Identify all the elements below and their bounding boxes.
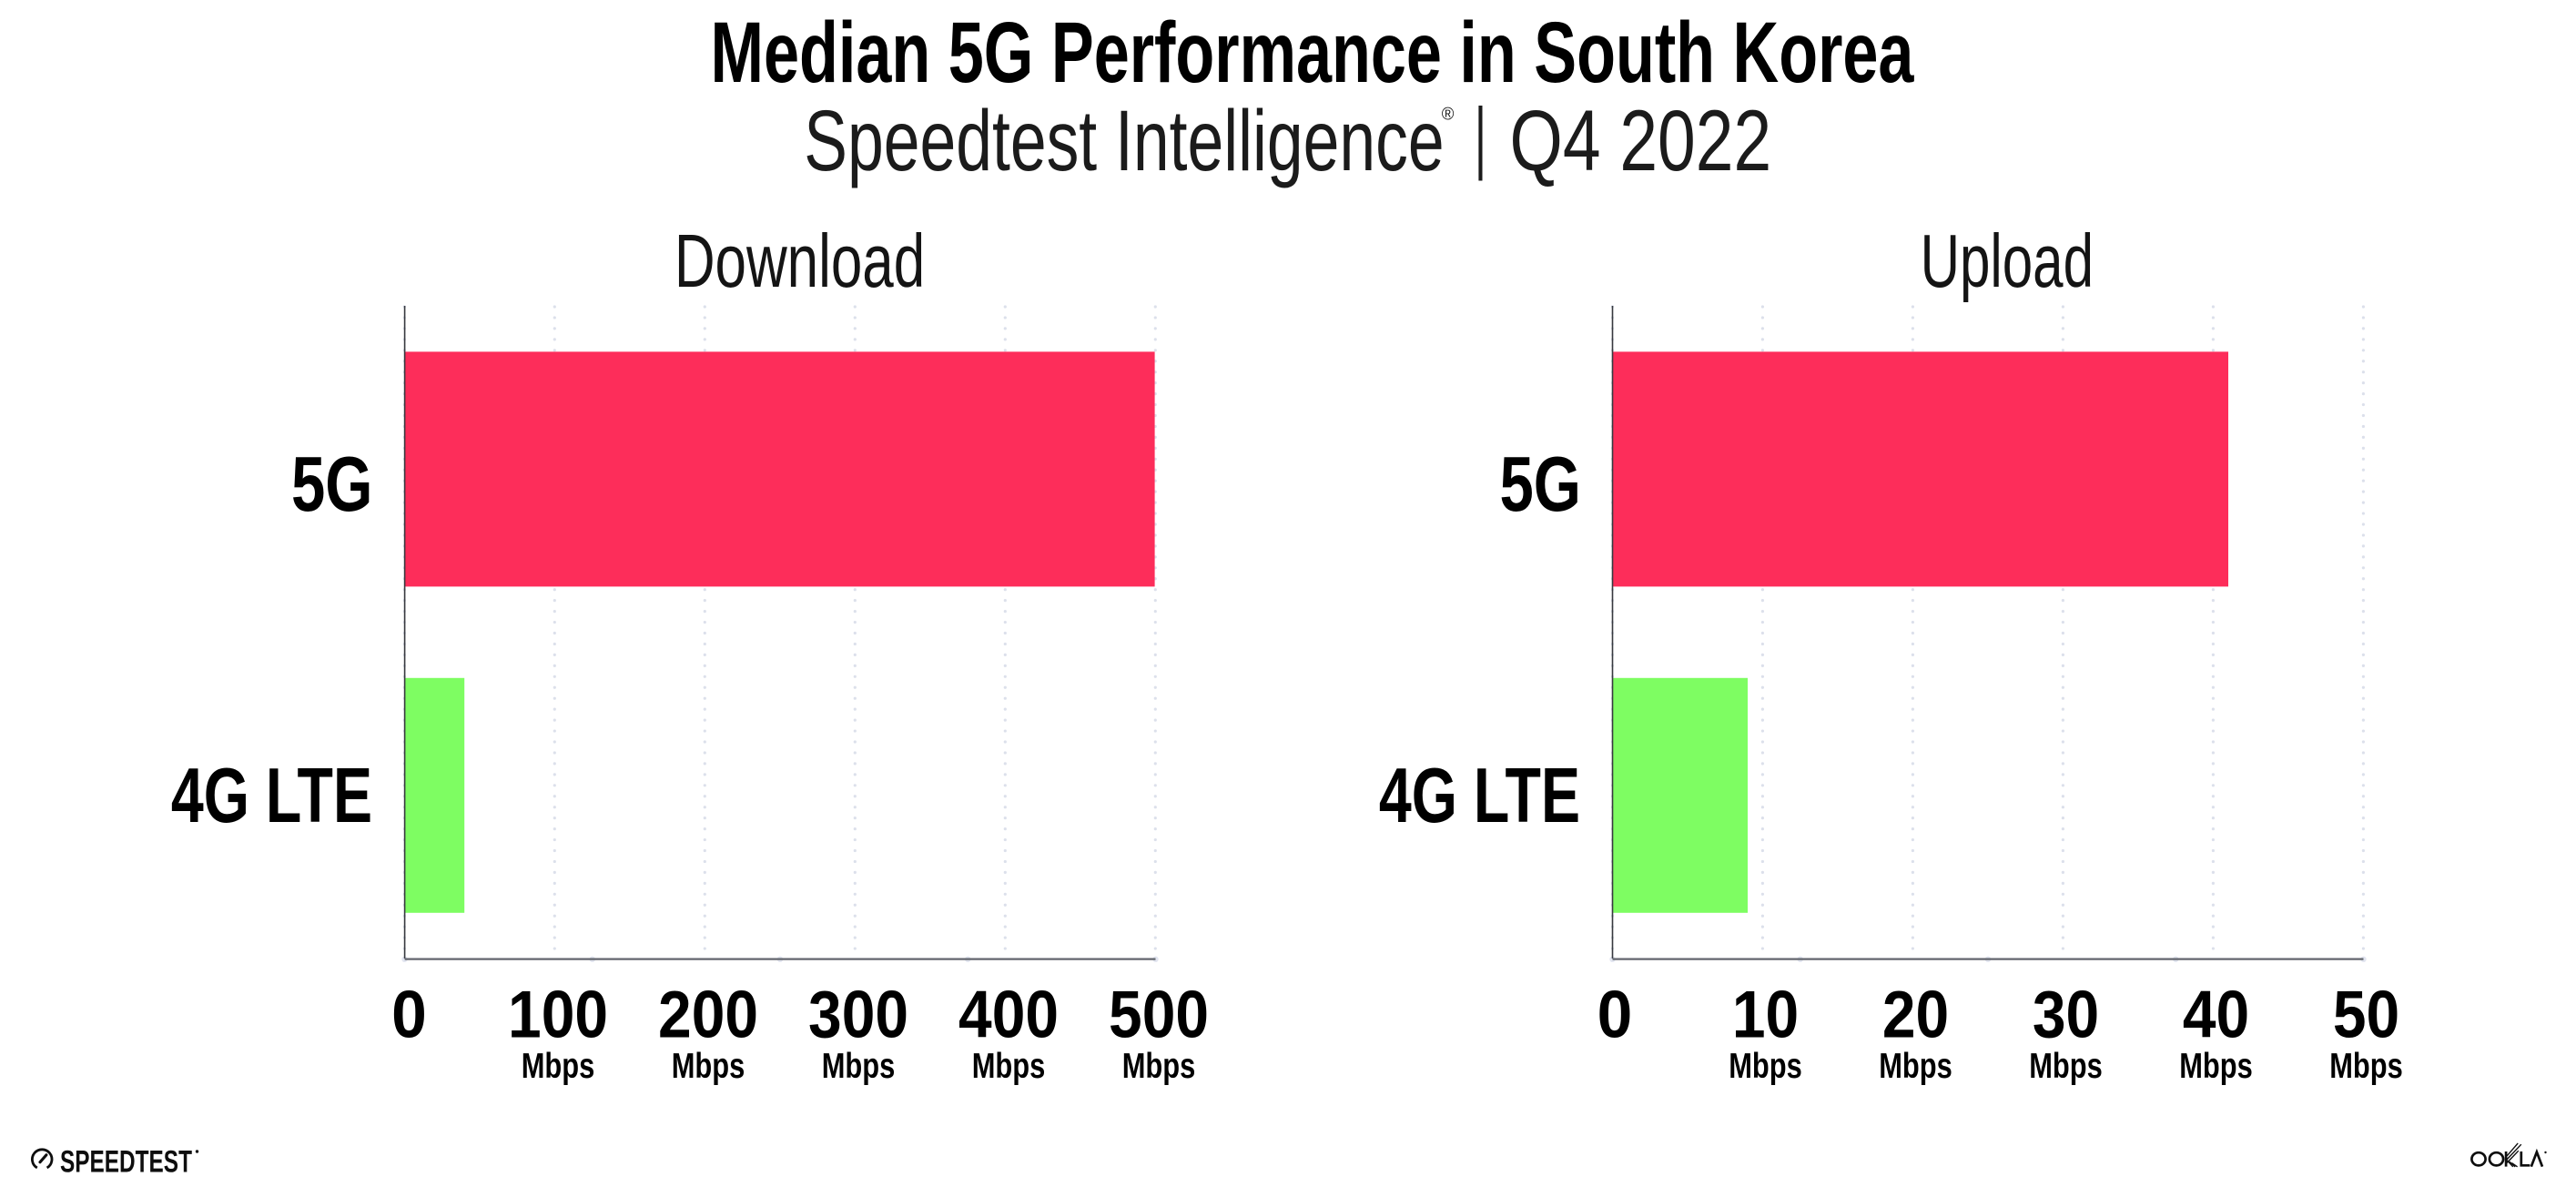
svg-text:Mbps: Mbps xyxy=(1122,1047,1196,1086)
svg-text:300: 300 xyxy=(808,977,908,1051)
svg-text:0: 0 xyxy=(391,978,427,1052)
svg-text:®: ® xyxy=(1442,105,1455,125)
svg-text:Mbps: Mbps xyxy=(522,1047,595,1086)
svg-text:40: 40 xyxy=(2183,977,2249,1051)
svg-text:Speedtest Intelligence: Speedtest Intelligence xyxy=(804,92,1444,188)
svg-text:500: 500 xyxy=(1109,977,1209,1051)
svg-text:10: 10 xyxy=(1732,977,1799,1051)
svg-text:30: 30 xyxy=(2033,977,2099,1051)
svg-text:Download: Download xyxy=(674,218,925,303)
svg-text:50: 50 xyxy=(2333,977,2399,1051)
svg-text:4G LTE: 4G LTE xyxy=(171,752,372,839)
svg-text:Mbps: Mbps xyxy=(2029,1047,2103,1086)
svg-text:5G: 5G xyxy=(291,441,373,528)
svg-text:4G LTE: 4G LTE xyxy=(1379,752,1580,839)
svg-text:Q4 2022: Q4 2022 xyxy=(1510,94,1772,189)
svg-text:Upload: Upload xyxy=(1921,218,2094,303)
svg-text:Mbps: Mbps xyxy=(2179,1047,2253,1086)
svg-text:Mbps: Mbps xyxy=(1879,1047,1952,1086)
svg-text:Median 5G Performance in South: Median 5G Performance in South Korea xyxy=(711,5,1914,101)
svg-text:Mbps: Mbps xyxy=(2329,1047,2403,1086)
svg-text:20: 20 xyxy=(1882,977,1949,1051)
svg-text:100: 100 xyxy=(508,977,608,1051)
svg-text:400: 400 xyxy=(958,977,1059,1051)
svg-text:SPEEDTEST: SPEEDTEST xyxy=(60,1145,192,1180)
svg-text:Mbps: Mbps xyxy=(672,1047,745,1086)
svg-text:5G: 5G xyxy=(1499,441,1581,528)
svg-text:0: 0 xyxy=(1597,978,1633,1052)
svg-text:Mbps: Mbps xyxy=(822,1047,896,1086)
svg-text:200: 200 xyxy=(658,977,758,1051)
svg-text:Mbps: Mbps xyxy=(1729,1047,1802,1086)
svg-text:Mbps: Mbps xyxy=(972,1047,1046,1086)
